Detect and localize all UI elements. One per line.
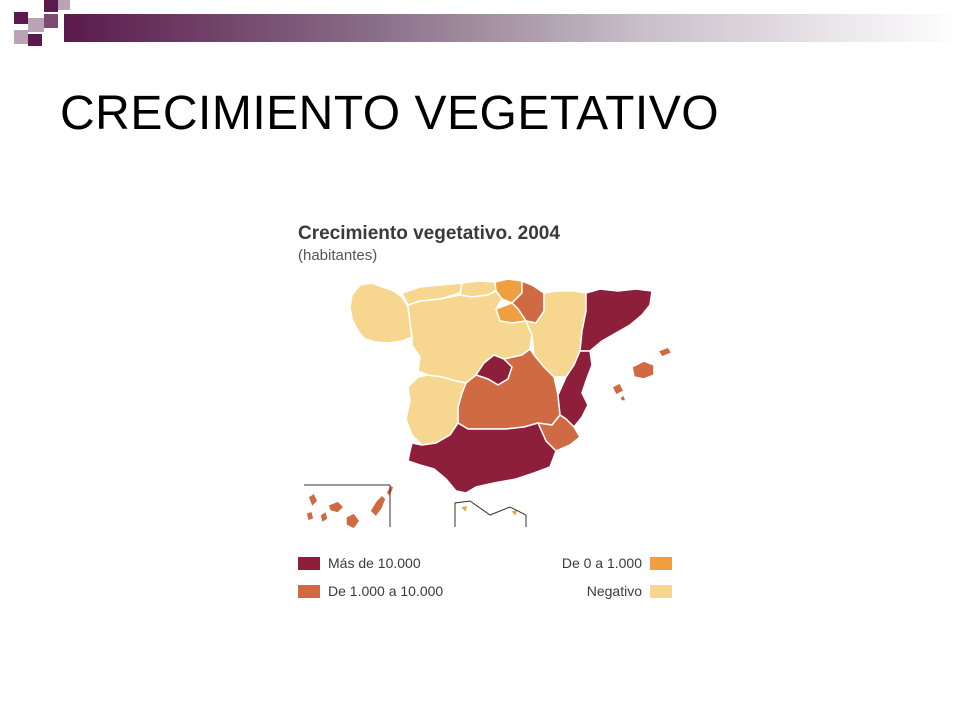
map-figure: Crecimiento vegetativo. 2004 (habitantes… — [290, 215, 690, 615]
region-canarias-1 — [307, 492, 319, 508]
region-canarias-2 — [305, 510, 315, 522]
decor-square — [14, 12, 28, 24]
region-canarias-4 — [327, 500, 345, 514]
legend-item: Negativo — [587, 583, 672, 599]
ceuta-melilla-inset-border — [454, 500, 527, 527]
region-andalucia — [407, 422, 557, 494]
legend-label: De 0 a 1.000 — [561, 555, 642, 571]
region-cataluna — [579, 288, 653, 352]
region-baleares-mallorca — [631, 360, 655, 380]
region-baleares-ibiza — [611, 382, 625, 396]
region-canarias-3 — [319, 510, 329, 524]
legend-label: Negativo — [586, 583, 642, 599]
region-ceuta — [459, 504, 469, 514]
spain-map — [304, 278, 673, 530]
legend-label: Más de 10.000 — [328, 555, 421, 571]
slide-title: CRECIMIENTO VEGETATIVO — [60, 87, 720, 140]
legend-swatch — [298, 556, 320, 570]
legend-item: De 0 a 1.000 — [562, 555, 672, 571]
region-canarias-5 — [345, 512, 361, 530]
decor-square — [14, 30, 28, 44]
region-baleares-menorca — [657, 346, 673, 358]
map-title: Crecimiento vegetativo. 2004 — [298, 223, 560, 244]
region-baleares-formentera — [619, 394, 627, 402]
region-canarias-6 — [369, 494, 387, 518]
decor-square — [28, 34, 42, 46]
decor-square — [44, 14, 58, 28]
legend-item: Más de 10.000 — [298, 555, 421, 571]
legend-swatch — [650, 584, 672, 598]
title-accent-bar — [64, 14, 960, 42]
map-subtitle: (habitantes) — [298, 247, 378, 264]
region-melilla — [509, 508, 519, 518]
decor-square — [58, 0, 70, 10]
legend-label: De 1.000 a 10.000 — [328, 583, 444, 599]
legend-swatch — [650, 556, 672, 570]
legend-item: De 1.000 a 10.000 — [298, 583, 443, 599]
decor-square — [44, 0, 58, 12]
legend-swatch — [298, 584, 320, 598]
decor-square — [28, 18, 44, 32]
